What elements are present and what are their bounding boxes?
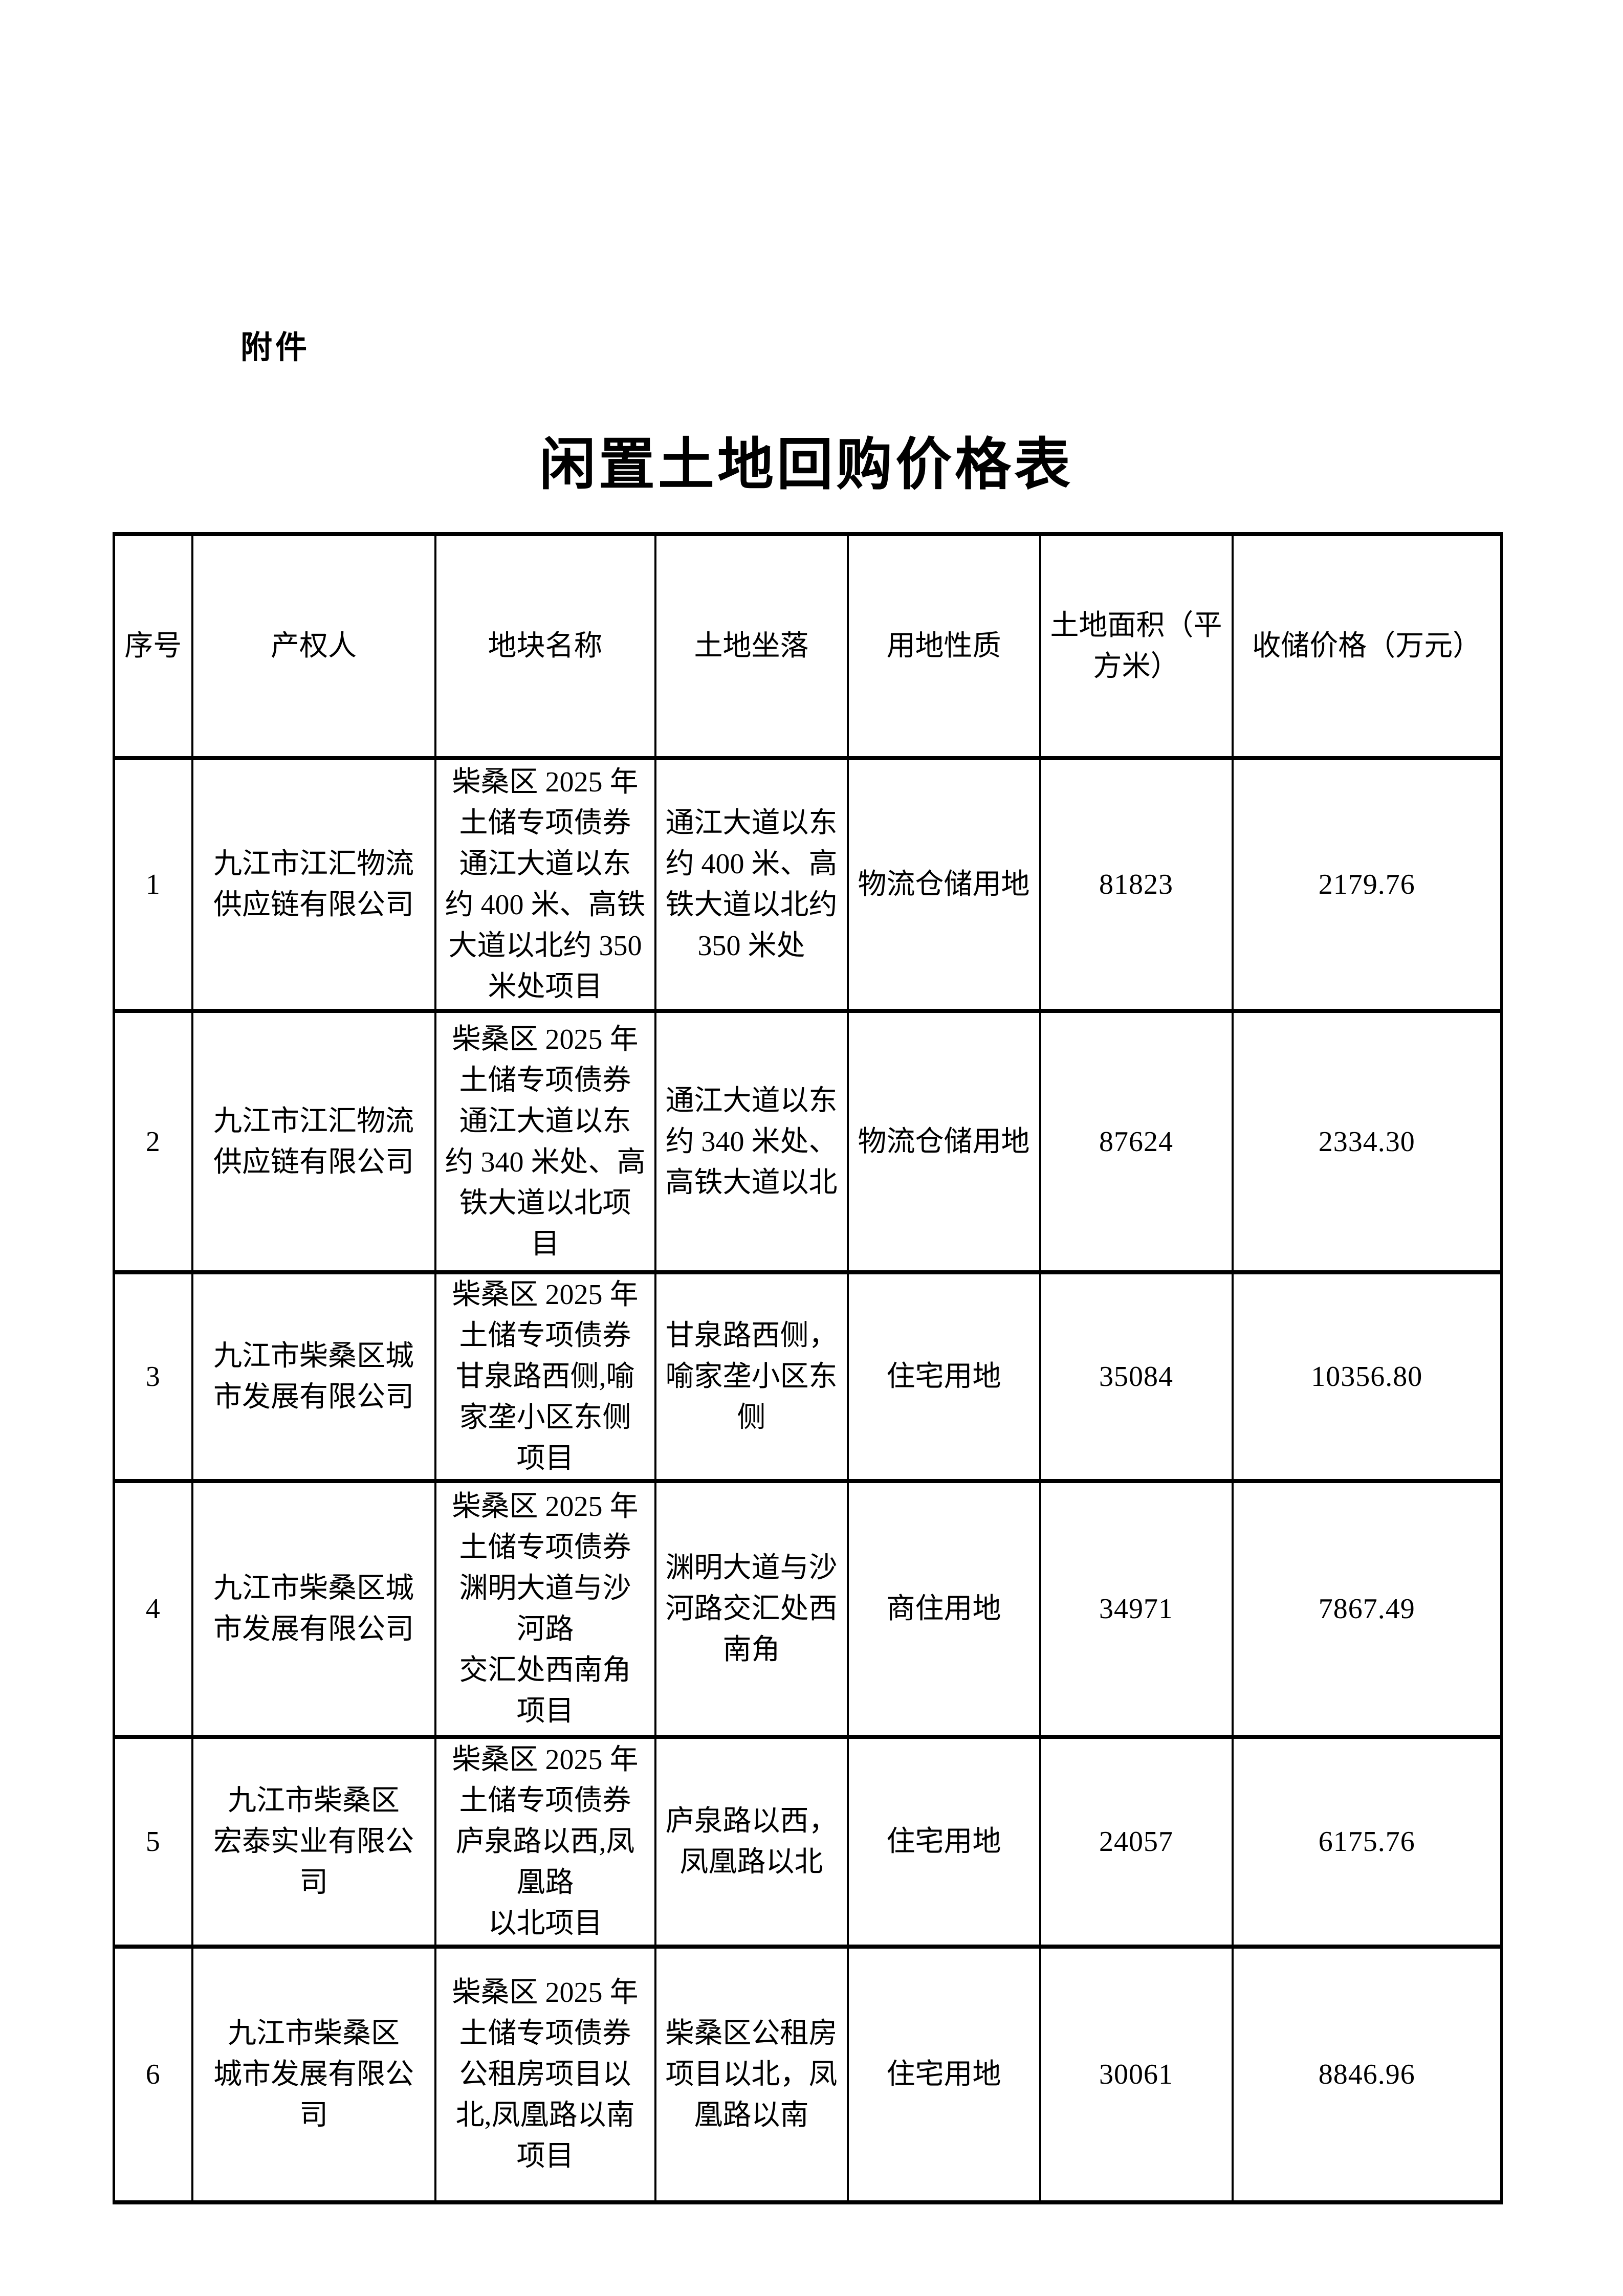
cell-seq: 6: [113, 1945, 193, 2204]
header-location: 土地坐落: [654, 532, 849, 760]
header-land-use: 用地性质: [846, 532, 1041, 760]
cell-seq: 2: [113, 1009, 193, 1274]
table-row: 6 九江市柴桑区 城市发展有限公 司 柴桑区 2025 年 土储专项债券 公租房…: [113, 1945, 1503, 2204]
table-row: 1 九江市江汇物流 供应链有限公司 柴桑区 2025 年 土储专项债券 通江大道…: [113, 756, 1503, 1013]
cell-land-use: 住宅用地: [846, 1735, 1041, 1949]
cell-land-use: 物流仓储用地: [846, 1009, 1041, 1274]
cell-seq: 1: [113, 756, 193, 1013]
cell-parcel-name: 柴桑区 2025 年 土储专项债券 公租房项目以 北,凤凰路以南 项目: [434, 1945, 656, 2204]
cell-parcel-name: 柴桑区 2025 年 土储专项债券 通江大道以东 约 400 米、高铁 大道以北…: [434, 756, 656, 1013]
cell-area: 35084: [1039, 1270, 1234, 1483]
cell-owner: 九江市江汇物流 供应链有限公司: [191, 1009, 436, 1274]
cell-price: 8846.96: [1231, 1945, 1503, 2204]
header-seq: 序号: [113, 532, 193, 760]
cell-location: 庐泉路以西， 凤凰路以北: [654, 1735, 849, 1949]
cell-area: 81823: [1039, 756, 1234, 1013]
cell-owner: 九江市柴桑区 宏泰实业有限公 司: [191, 1735, 436, 1949]
cell-location: 甘泉路西侧， 喻家垄小区东 侧: [654, 1270, 849, 1483]
cell-owner: 九江市江汇物流 供应链有限公司: [191, 756, 436, 1013]
cell-land-use: 商住用地: [846, 1479, 1041, 1739]
cell-location: 渊明大道与沙 河路交汇处西 南角: [654, 1479, 849, 1739]
cell-seq: 4: [113, 1479, 193, 1739]
cell-area: 24057: [1039, 1735, 1234, 1949]
cell-location: 柴桑区公租房 项目以北，凤 凰路以南: [654, 1945, 849, 2204]
table-row: 4 九江市柴桑区城 市发展有限公司 柴桑区 2025 年 土储专项债券 渊明大道…: [113, 1479, 1503, 1739]
cell-land-use: 物流仓储用地: [846, 756, 1041, 1013]
header-parcel-name: 地块名称: [434, 532, 656, 760]
cell-land-use: 住宅用地: [846, 1270, 1041, 1483]
header-owner: 产权人: [191, 532, 436, 760]
cell-owner: 九江市柴桑区城 市发展有限公司: [191, 1270, 436, 1483]
cell-location: 通江大道以东 约 400 米、高 铁大道以北约 350 米处: [654, 756, 849, 1013]
cell-owner: 九江市柴桑区 城市发展有限公 司: [191, 1945, 436, 2204]
cell-land-use: 住宅用地: [846, 1945, 1041, 2204]
header-price: 收储价格（万元）: [1231, 532, 1503, 760]
cell-parcel-name: 柴桑区 2025 年 土储专项债券 渊明大道与沙 河路 交汇处西南角 项目: [434, 1479, 656, 1739]
cell-seq: 5: [113, 1735, 193, 1949]
cell-parcel-name: 柴桑区 2025 年 土储专项债券 甘泉路西侧,喻 家垄小区东侧 项目: [434, 1270, 656, 1483]
cell-price: 10356.80: [1231, 1270, 1503, 1483]
cell-price: 7867.49: [1231, 1479, 1503, 1739]
cell-price: 2179.76: [1231, 756, 1503, 1013]
table-row: 5 九江市柴桑区 宏泰实业有限公 司 柴桑区 2025 年 土储专项债券 庐泉路…: [113, 1735, 1503, 1949]
idle-land-repurchase-price-table: 序号 产权人 地块名称 土地坐落 用地性质 土地面积（平 方米） 收储价格（万元…: [113, 532, 1503, 2204]
cell-parcel-name: 柴桑区 2025 年 土储专项债券 庐泉路以西,凤 凰路 以北项目: [434, 1735, 656, 1949]
cell-seq: 3: [113, 1270, 193, 1483]
attachment-label: 附件: [240, 330, 311, 365]
cell-area: 34971: [1039, 1479, 1234, 1739]
cell-owner: 九江市柴桑区城 市发展有限公司: [191, 1479, 436, 1739]
table-row: 2 九江市江汇物流 供应链有限公司 柴桑区 2025 年 土储专项债券 通江大道…: [113, 1009, 1503, 1274]
cell-area: 30061: [1039, 1945, 1234, 2204]
table-header-row: 序号 产权人 地块名称 土地坐落 用地性质 土地面积（平 方米） 收储价格（万元…: [113, 532, 1503, 760]
cell-area: 87624: [1039, 1009, 1234, 1274]
cell-location: 通江大道以东 约 340 米处、 高铁大道以北: [654, 1009, 849, 1274]
table-row: 3 九江市柴桑区城 市发展有限公司 柴桑区 2025 年 土储专项债券 甘泉路西…: [113, 1270, 1503, 1483]
header-area: 土地面积（平 方米）: [1039, 532, 1234, 760]
page-title: 闲置土地回购价格表: [539, 434, 1073, 496]
cell-parcel-name: 柴桑区 2025 年 土储专项债券 通江大道以东 约 340 米处、高 铁大道以…: [434, 1009, 656, 1274]
cell-price: 2334.30: [1231, 1009, 1503, 1274]
cell-price: 6175.76: [1231, 1735, 1503, 1949]
